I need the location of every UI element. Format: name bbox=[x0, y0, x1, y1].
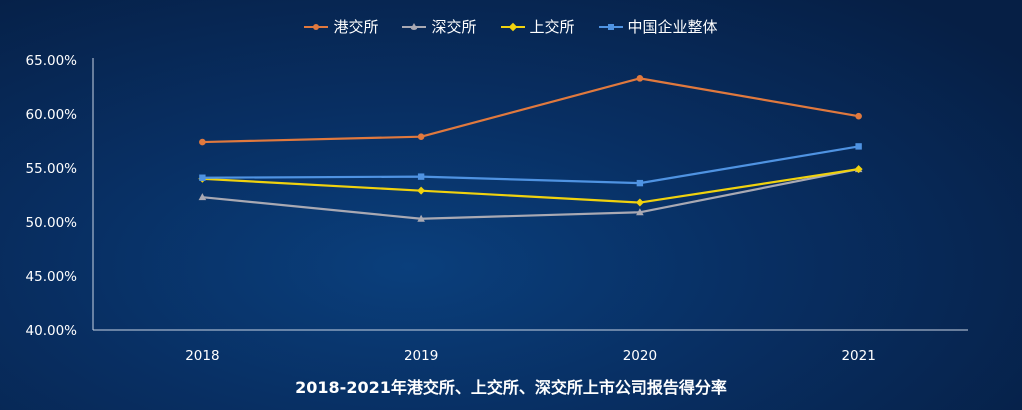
x-tick-label-2019: 2019 bbox=[404, 348, 438, 364]
legend-item-sse: 上交所 bbox=[500, 16, 575, 37]
y-tick-label-1: 45.00% bbox=[26, 269, 78, 285]
x-tick-label-2018: 2018 bbox=[185, 348, 219, 364]
point-series2-2020 bbox=[635, 198, 644, 207]
legend-item-hkex: 港交所 bbox=[304, 16, 378, 37]
x-tick-label-2020: 2020 bbox=[623, 348, 657, 364]
point-series0-2020 bbox=[636, 75, 644, 82]
legend-item-szse: 深交所 bbox=[402, 16, 477, 37]
point-series0-2018 bbox=[199, 138, 206, 146]
series-line-2 bbox=[202, 167, 859, 204]
legend-swatch-hkex bbox=[304, 21, 329, 33]
y-tick-label-4: 60.00% bbox=[26, 107, 78, 123]
legend-swatch-china-overall bbox=[598, 21, 623, 33]
point-series3-2020 bbox=[636, 179, 644, 187]
legend-marker-china-overall bbox=[607, 23, 614, 30]
legend-label-sse: 上交所 bbox=[529, 18, 575, 36]
point-series1-2019 bbox=[417, 214, 425, 222]
y-tick-label-0: 40.00% bbox=[26, 323, 78, 339]
point-series3-2021 bbox=[855, 143, 862, 150]
y-tick-label-2: 50.00% bbox=[26, 215, 78, 231]
chart-title: 2018-2021年港交所、上交所、深交所上市公司报告得分率 bbox=[295, 378, 727, 397]
point-series1-2018 bbox=[198, 193, 207, 201]
legend-marker-szse bbox=[410, 22, 419, 30]
legend-label-china-overall: 中国企业整体 bbox=[627, 18, 718, 36]
series-line-3 bbox=[202, 145, 859, 185]
point-series3-2019 bbox=[417, 173, 425, 180]
legend-label-szse: 深交所 bbox=[431, 18, 477, 36]
legend-marker-hkex bbox=[313, 23, 320, 30]
point-series2-2021 bbox=[854, 165, 863, 174]
legend-swatch-sse bbox=[500, 21, 525, 33]
y-tick-label-5: 65.00% bbox=[26, 53, 78, 69]
legend-swatch-szse bbox=[402, 21, 427, 33]
point-series0-2021 bbox=[855, 112, 862, 120]
point-series2-2019 bbox=[417, 186, 426, 195]
point-series0-2019 bbox=[417, 133, 425, 140]
series-line-0 bbox=[202, 77, 859, 144]
point-series1-2020 bbox=[636, 208, 644, 216]
series-line-1 bbox=[202, 168, 859, 220]
point-series3-2018 bbox=[199, 174, 206, 181]
legend: 港交所 深交所 上交所 中国企业整体 bbox=[0, 16, 1022, 37]
legend-label-hkex: 港交所 bbox=[333, 18, 379, 36]
legend-item-china-overall: 中国企业整体 bbox=[598, 16, 718, 37]
y-tick-label-3: 55.00% bbox=[26, 161, 78, 177]
x-tick-label-2021: 2021 bbox=[841, 348, 875, 364]
